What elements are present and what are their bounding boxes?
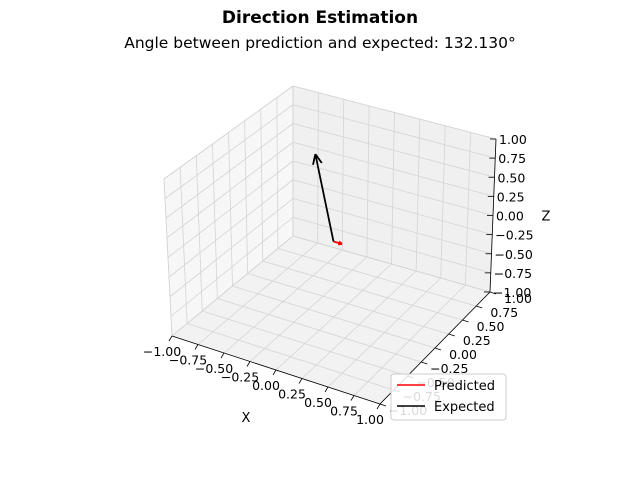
x-tick [220,352,225,359]
grid-z-back [292,160,494,216]
grid-z-back [292,104,496,159]
x-tick-label: −0.25 [221,370,259,385]
z-tick-label: 1.00 [499,132,527,147]
x-tick-label: 0.00 [252,378,280,393]
y-tick [434,347,442,351]
legend: Predicted Expected [390,373,507,421]
y-tick-label: 1.00 [504,291,532,306]
z-axis-label: Z [542,210,551,225]
arrowhead-expected [312,153,317,166]
z-tick-label: 0.25 [497,189,525,204]
chart-title: Direction Estimation [221,8,419,28]
grid-y-bottom [292,235,491,293]
x-tick [194,344,199,350]
y-tick-label: −0.25 [430,361,468,376]
y-tick [421,361,428,365]
grid-x-bottom [353,284,466,396]
grid-y-left [244,120,249,274]
x-axis-label: X [242,411,251,426]
tick-labels: −1.00−1.00−1.00−0.75−0.75−0.75−0.50−0.50… [143,132,534,427]
y-tick-label: 0.50 [477,319,505,334]
y-tick [448,333,455,337]
legend-label-expected: Expected [434,400,495,415]
x-tick-label: 0.50 [304,395,332,410]
grid-y-bottom [277,248,477,307]
grid-z-back [292,123,495,178]
x-tick [168,335,173,342]
chart-subtitle: Angle between prediction and expected: 1… [124,34,516,52]
grid-y-bottom [262,260,463,321]
x-tick-label: −0.50 [195,361,233,376]
x-tick [350,395,355,401]
z-tick-label: −1.00 [493,285,531,300]
x-tick [376,403,381,410]
x-tick [324,386,329,393]
z-tick-label: 0.50 [498,170,526,185]
grid-y-bottom [247,273,449,335]
x-tick [298,378,303,384]
grid-x-back [440,125,446,279]
z-tick-label: −0.50 [495,247,533,262]
grid-z-left [165,123,294,219]
y-tick [379,403,387,407]
arrowhead-expected [314,153,323,164]
x-tick-label: 0.75 [330,404,358,419]
grid-x-back [415,119,421,272]
x-tick-label: −1.00 [143,344,181,359]
vector-expected [314,153,335,242]
x-tick-label: −0.75 [169,353,207,368]
y-tick [489,291,497,295]
y-tick-label: 0.00 [449,347,477,362]
legend-label-predicted: Predicted [434,379,495,394]
arrowhead-predicted [338,240,343,245]
grid-x-bottom [301,270,417,379]
grid-z-left [166,141,294,239]
y-tick [476,305,483,309]
x-tick-label: 1.00 [356,412,384,427]
x-tick [246,361,251,367]
grid-x-back [464,132,472,286]
x-tick [272,369,277,376]
grid-x-bottom [327,277,442,388]
x-tick-label: 0.25 [278,387,306,402]
grid-z-back [292,141,494,197]
z-tick-label: 0.75 [498,151,526,166]
grid-z-back [292,85,497,140]
grid-z-left [164,104,294,199]
y-tick-label: 0.75 [490,305,518,320]
grid-y-left [260,109,264,262]
grid-y-bottom [232,285,436,349]
vectors [312,153,343,246]
z-tick-label: −0.75 [494,266,532,281]
grid-z-left [163,85,294,180]
y-tick [462,319,469,323]
z-tick-label: 0.00 [496,209,524,224]
grid-z-left [167,160,294,258]
grid-y-left [276,97,279,249]
y-tick-label: 0.25 [463,333,491,348]
z-tick-label: −0.25 [495,228,533,243]
